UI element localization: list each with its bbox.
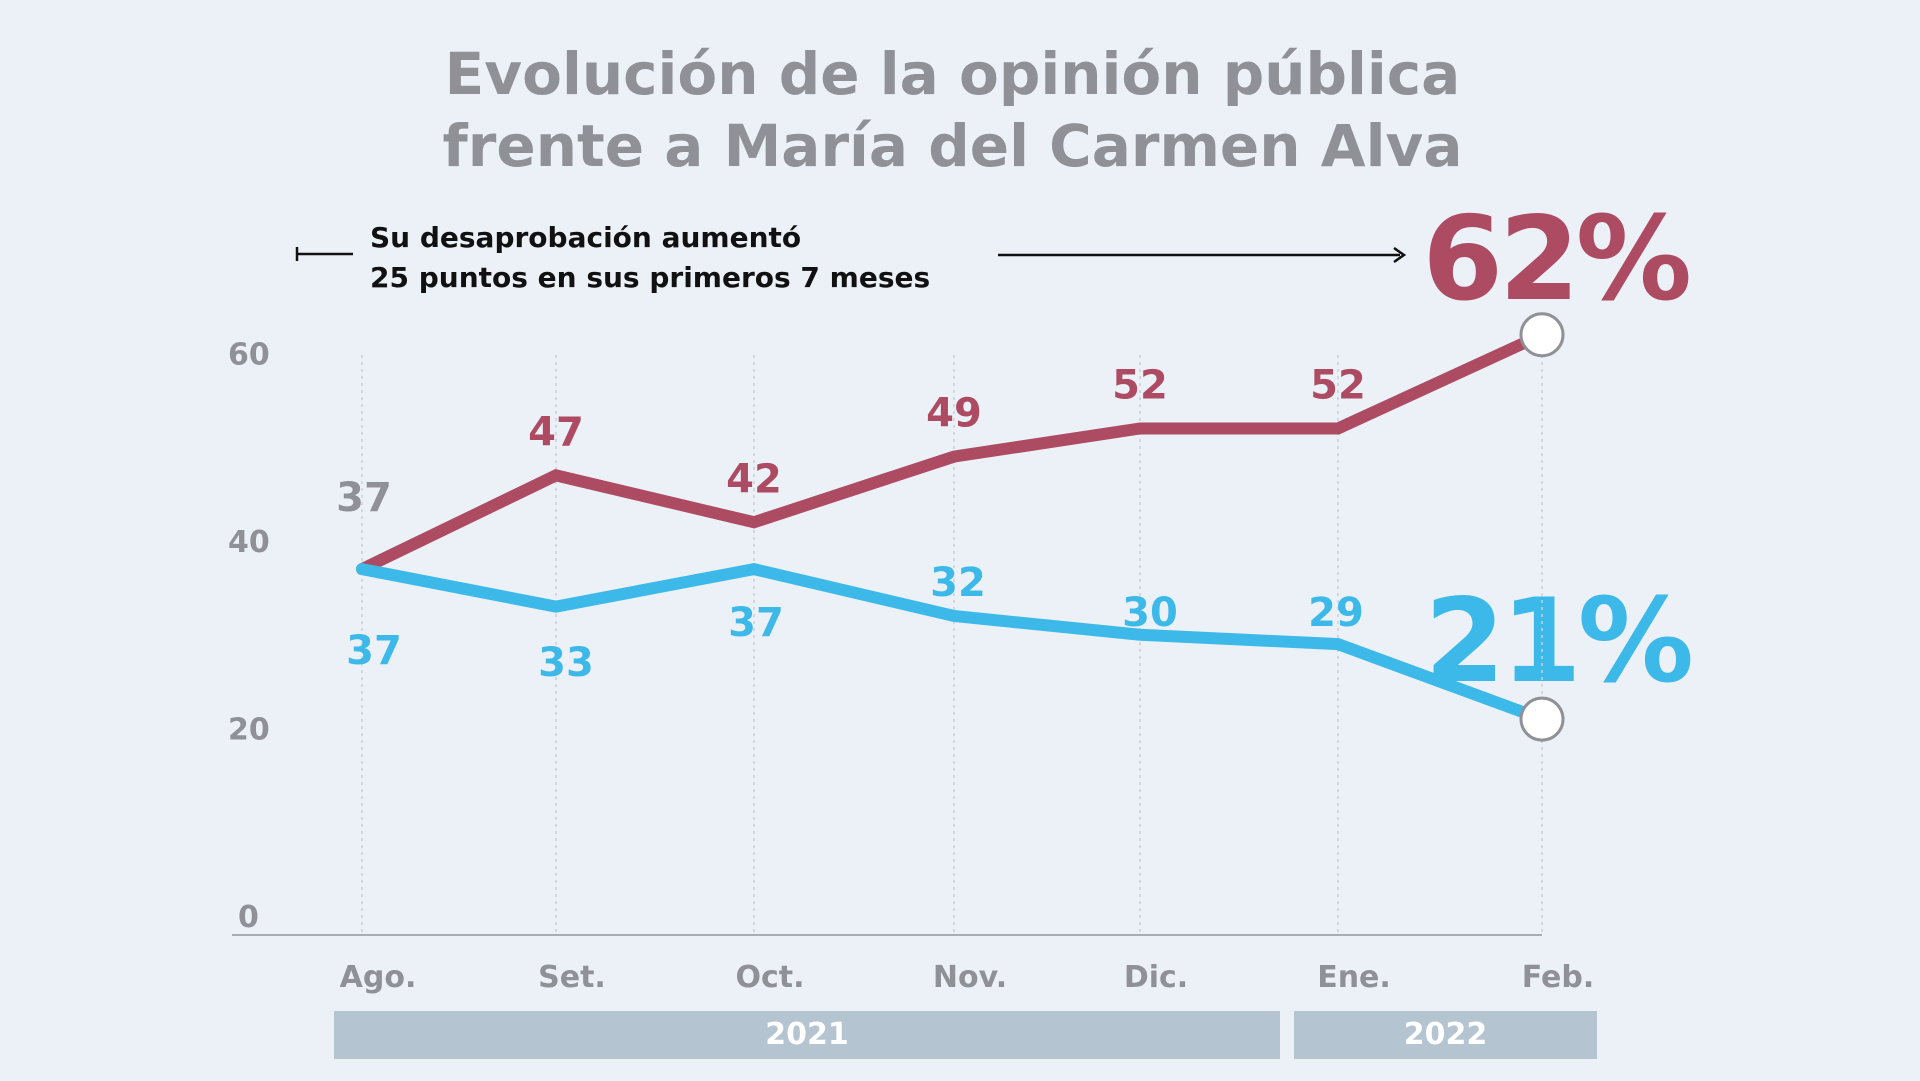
disapproval-data-label: 49 bbox=[926, 391, 982, 437]
x-tick-label: Ago. bbox=[340, 960, 417, 995]
disapproval-data-label: 52 bbox=[1112, 363, 1168, 409]
disapproval-line bbox=[356, 328, 1548, 576]
annotation-line-2: 25 puntos en sus primeros 7 meses bbox=[370, 261, 931, 294]
annotation-arrow-head bbox=[1393, 246, 1407, 264]
approval-data-label: 33 bbox=[538, 640, 594, 686]
approval-data-label: 30 bbox=[1122, 590, 1178, 636]
y-tick-label: 20 bbox=[228, 713, 270, 748]
approval-data-label: 32 bbox=[930, 560, 986, 606]
y-tick-label: 0 bbox=[238, 900, 259, 935]
x-tick-label: Ene. bbox=[1317, 960, 1391, 995]
x-tick-label: Set. bbox=[538, 960, 606, 995]
annotation-line-1: Su desaprobación aumentó bbox=[370, 221, 802, 254]
annotation: Su desaprobación aumentó 25 puntos en su… bbox=[370, 218, 930, 298]
approval-end-marker bbox=[1519, 696, 1565, 742]
chart-title: Evolución de la opinión pública frente a… bbox=[0, 38, 1905, 182]
disapproval-data-label: 42 bbox=[726, 456, 782, 502]
x-tick-label: Dic. bbox=[1124, 960, 1188, 995]
y-tick-label: 40 bbox=[228, 525, 270, 560]
approval-data-label: 37 bbox=[728, 600, 784, 646]
disapproval-data-label: 52 bbox=[1310, 363, 1366, 409]
disapproval-data-label: 47 bbox=[528, 409, 584, 455]
approval-data-label: 37 bbox=[346, 628, 402, 674]
approval-line bbox=[356, 562, 1548, 726]
x-tick-label: Feb. bbox=[1522, 960, 1595, 995]
approval-data-label: 29 bbox=[1308, 590, 1364, 636]
disapproval-data-label: 37 bbox=[336, 475, 392, 521]
y-tick-label: 60 bbox=[228, 338, 270, 373]
title-line-2: frente a María del Carmen Alva bbox=[442, 112, 1463, 180]
x-tick-label: Oct. bbox=[735, 960, 804, 995]
year-bar-2022: 2022 bbox=[1294, 1011, 1597, 1059]
title-line-1: Evolución de la opinión pública bbox=[444, 40, 1461, 108]
x-tick-label: Nov. bbox=[933, 960, 1007, 995]
disapproval-final-value: 62% bbox=[1422, 192, 1692, 327]
year-bar-2021: 2021 bbox=[334, 1011, 1280, 1059]
disapproval-end-marker bbox=[1519, 312, 1565, 358]
